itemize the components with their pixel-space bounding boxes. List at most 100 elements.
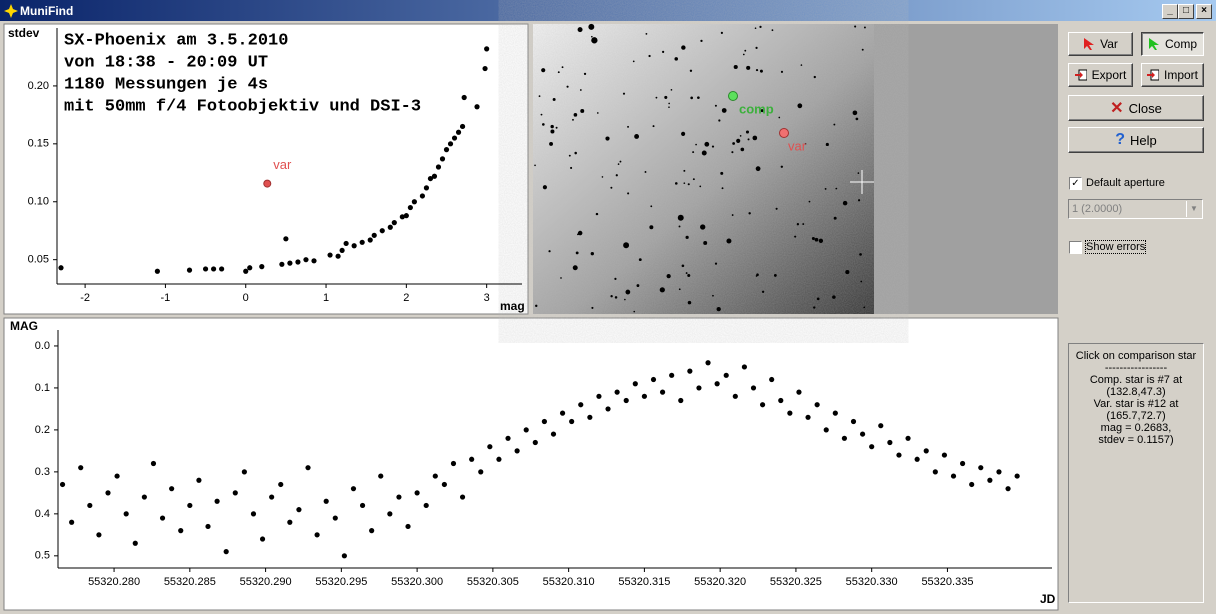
point	[459, 123, 466, 130]
star	[659, 287, 665, 293]
star	[605, 136, 610, 141]
star	[859, 253, 862, 256]
point	[914, 456, 920, 462]
star	[661, 50, 665, 53]
star	[555, 126, 558, 129]
star	[670, 89, 673, 91]
point	[887, 439, 893, 446]
star	[624, 298, 626, 301]
star	[857, 199, 861, 202]
x-axis-label: mag	[500, 299, 525, 313]
point	[732, 393, 738, 399]
y-tick-label: 0.20	[28, 80, 49, 92]
point	[439, 156, 446, 162]
point	[295, 259, 301, 265]
star	[721, 108, 727, 113]
star	[678, 288, 681, 291]
star	[615, 174, 618, 177]
point	[359, 502, 366, 509]
star	[797, 103, 803, 109]
star	[550, 124, 554, 129]
point	[186, 267, 193, 273]
star	[666, 273, 671, 279]
star	[825, 142, 829, 147]
point	[741, 364, 748, 370]
close-button[interactable]: ✕ Close	[1068, 95, 1204, 121]
show-errors-checkbox[interactable]	[1069, 241, 1082, 254]
star	[796, 223, 800, 226]
maximize-button[interactable]: □	[1178, 4, 1194, 19]
star	[591, 35, 593, 38]
point	[482, 65, 488, 72]
default-aperture-checkbox[interactable]: ✓	[1069, 177, 1082, 190]
star	[833, 216, 837, 220]
star	[627, 192, 630, 195]
star	[689, 69, 693, 72]
export-button[interactable]: Export	[1068, 63, 1133, 87]
star	[745, 130, 750, 134]
point	[987, 477, 993, 483]
point	[58, 265, 64, 271]
point	[219, 266, 225, 272]
point	[796, 389, 802, 395]
info-line: Comp. star is #7 at	[1089, 374, 1183, 386]
star	[575, 251, 579, 255]
import-button[interactable]: Import	[1141, 63, 1204, 87]
point	[154, 268, 160, 274]
point	[211, 266, 217, 272]
y-axis-label: MAG	[10, 319, 38, 333]
y-tick-label: 0.15	[28, 138, 49, 150]
point	[550, 431, 557, 437]
highlight-label: var	[273, 157, 292, 172]
show-errors-label: Show errors	[1084, 240, 1147, 254]
point	[459, 494, 466, 500]
y-tick-label: 0.4	[35, 508, 50, 520]
point	[623, 397, 629, 404]
star	[583, 72, 587, 76]
point	[247, 265, 253, 271]
point	[523, 427, 529, 433]
point	[978, 465, 984, 471]
point	[214, 498, 220, 504]
comp-button[interactable]: Comp	[1141, 32, 1204, 56]
point	[455, 129, 462, 135]
point	[369, 528, 375, 534]
point	[379, 228, 385, 234]
x-axis-label: JD	[1040, 592, 1056, 606]
point	[405, 523, 411, 530]
point	[132, 540, 138, 546]
point	[1014, 473, 1020, 479]
star	[731, 214, 734, 216]
minimize-button[interactable]: _	[1162, 4, 1178, 19]
point	[878, 423, 884, 429]
point	[532, 439, 538, 446]
var-marker	[779, 128, 789, 138]
star	[761, 290, 765, 293]
point	[850, 418, 857, 425]
close-window-button[interactable]: ×	[1196, 4, 1212, 19]
point	[650, 376, 657, 383]
star-field[interactable]	[533, 23, 874, 314]
star	[742, 53, 745, 56]
point	[269, 494, 275, 500]
star	[538, 95, 541, 98]
aperture-dropdown[interactable]: 1 (2.0000) ▼	[1068, 199, 1203, 219]
point	[496, 456, 502, 462]
star	[619, 160, 622, 163]
star	[591, 37, 598, 44]
star	[601, 176, 604, 178]
point	[687, 368, 693, 374]
x-tick-label: 55320.290	[240, 576, 292, 588]
star	[818, 238, 824, 243]
star	[833, 123, 836, 126]
star	[759, 25, 762, 28]
star	[610, 295, 613, 298]
var-button[interactable]: Var	[1068, 32, 1133, 56]
help-button[interactable]: ? Help	[1068, 127, 1204, 153]
annotation: mit 50mm f/4 Fotoobjektiv und DSI-3	[64, 97, 421, 116]
point	[141, 494, 147, 500]
star	[720, 31, 723, 34]
point	[505, 435, 511, 441]
point	[407, 204, 413, 211]
